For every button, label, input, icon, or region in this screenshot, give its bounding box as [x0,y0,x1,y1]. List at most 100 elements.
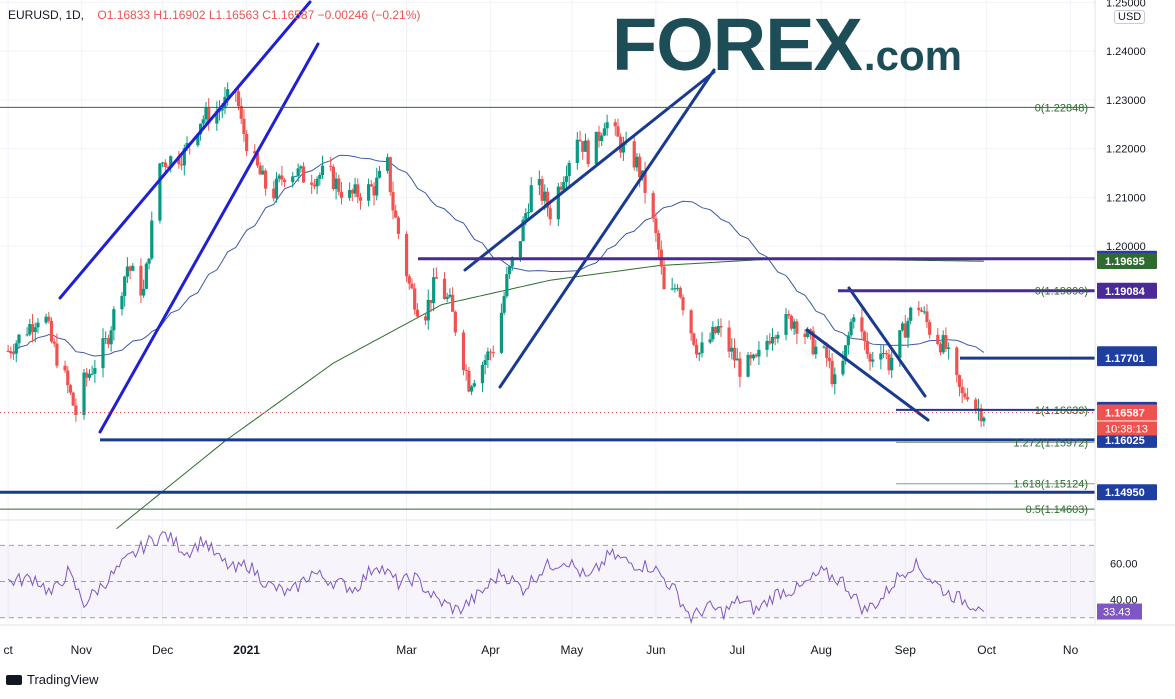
candle-body [700,342,704,354]
candle-body [521,219,525,242]
candle-body [220,108,224,111]
candle-body [605,122,609,129]
candle-body [451,294,455,312]
candle-body [502,296,506,313]
candle-body [518,241,522,258]
candle-body [356,184,360,198]
candle-body [881,353,886,355]
candle-body [749,354,753,359]
currency-button[interactable]: USD [1114,10,1146,24]
close-value: C1.16587 [262,8,315,22]
candle-body [261,170,265,175]
candle-body [955,347,959,376]
candle-body [543,191,547,201]
candle-body [277,175,281,179]
candle-body [369,184,373,187]
candle-body [334,178,338,190]
candle-body [391,192,395,211]
candle-body [833,374,837,385]
price-label-bg [1097,252,1157,269]
fib-label: 1.272(1.15972) [1013,437,1088,449]
price-label: 1.16587 [1105,407,1145,419]
candle-body [562,181,566,190]
candle-body [846,335,850,346]
rsi-band-fill [0,545,1095,618]
candle-body [548,208,552,220]
forex-logo: FOREX.com [612,2,962,87]
candle-body [673,288,677,290]
candle-body [337,178,341,192]
candle-body [963,393,967,398]
candle-body [296,168,300,177]
candle-body [142,288,146,296]
candle-body [694,344,699,355]
candle-body [291,176,295,183]
open-value: O1.16833 [97,8,151,22]
candle-body [960,386,964,394]
candle-body [472,383,476,387]
countdown-label: 10:38:13 [1105,423,1148,435]
candle-body [697,353,701,355]
candle-body [803,333,807,337]
candle-body [746,354,750,377]
candle-body [123,276,127,296]
candle-body [713,326,718,333]
candle-body [445,296,449,300]
candle-body [36,322,40,328]
candle-body [410,283,414,289]
candle-body [483,360,487,365]
candle-body [689,310,693,334]
candle-body [90,373,94,375]
candle-body [510,257,514,267]
candle-body [936,334,940,345]
candle-body [643,170,647,193]
candle-body [432,277,436,304]
candle-body [600,135,604,141]
time-tick-label: Dec [152,643,173,657]
candle-body [375,177,379,196]
candle-body [177,156,181,165]
candle-body [654,218,658,234]
candle-body [966,397,970,400]
candle-body [768,340,772,344]
candle-body [919,310,924,312]
candle-body [814,346,818,355]
candle-body [255,153,260,166]
candle-body [104,338,108,340]
candle-body [708,339,712,343]
candle-body [526,211,531,214]
candle-body [480,364,485,384]
candle-body [426,299,430,321]
tradingview-attribution[interactable]: TradingView [6,672,99,687]
candle-body [318,175,322,179]
candle-body [529,185,533,212]
candle-body [583,140,588,152]
candle-body [120,295,124,310]
candle-body [735,358,739,361]
candle-body [806,329,810,337]
candle-body [101,338,105,369]
symbol-label[interactable]: EURUSD, 1D, [8,8,85,22]
candle-body [540,179,544,201]
candle-body [372,186,376,196]
price-tick-label: 1.23000 [1106,95,1146,107]
time-tick-label: Jun [646,643,665,657]
candle-body [675,287,680,289]
candle-body [453,311,457,333]
candle-body [906,320,910,338]
candle-body [87,373,92,378]
candle-body [415,309,420,317]
candle-body [732,347,737,361]
candle-body [947,347,951,349]
candle-body [258,165,262,175]
candle-body [82,372,86,415]
drawn-trendlines[interactable]: 0(1.22848) 0(1.19090) 1(1.16639) 1.272(1.15… [0,0,1095,516]
candle-body [719,325,723,328]
candle-body [575,139,579,163]
candle-body [139,265,143,296]
candle-body [941,335,945,353]
candle-body [597,131,601,141]
candle-body [784,314,788,335]
candle-body [52,341,56,344]
